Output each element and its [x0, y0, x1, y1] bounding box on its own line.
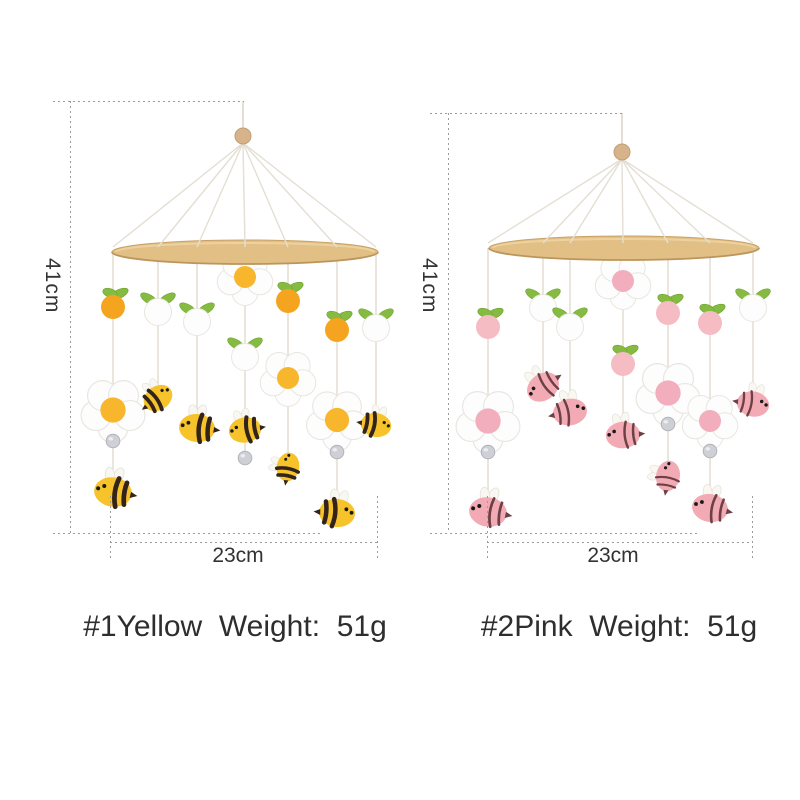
height-dimension-top-line-right: [430, 113, 623, 114]
width-dimension-line-left: [110, 542, 377, 543]
felt-flower: [635, 363, 701, 427]
mobile-pink: [455, 113, 771, 529]
height-label-left: 41cm: [41, 258, 64, 314]
felt-bee: [179, 404, 221, 445]
felt-bee: [605, 411, 646, 449]
felt-bell: [660, 416, 676, 432]
felt-fruit: [101, 287, 129, 319]
felt-bee: [356, 404, 392, 438]
felt-bee: [228, 407, 266, 444]
height-dimension-bottom-line-right: [430, 533, 697, 534]
wooden-bead: [613, 143, 631, 161]
felt-fruit: [698, 303, 726, 335]
felt-flower: [259, 351, 317, 407]
wooden-bead: [234, 127, 252, 145]
felt-bee: [469, 486, 513, 529]
height-dimension-top-line-left: [53, 101, 244, 102]
felt-bell: [105, 433, 121, 449]
caption-variant-yellow: #1Yellow Weight: 51g: [83, 610, 387, 643]
height-dimension-bottom-line-left: [53, 533, 320, 534]
felt-bee: [94, 466, 138, 510]
felt-bee: [313, 488, 355, 529]
width-label-right: 23cm: [587, 544, 639, 567]
width-label-left: 23cm: [212, 544, 264, 567]
felt-fruit: [325, 310, 353, 342]
width-dimension-tick-left-start: [110, 496, 111, 558]
width-dimension-tick-left-end: [377, 496, 378, 558]
felt-ball: [179, 302, 215, 336]
felt-ball: [358, 308, 394, 342]
felt-flower: [455, 391, 521, 455]
felt-bell: [702, 443, 718, 459]
felt-bee: [647, 460, 681, 496]
felt-ball: [227, 337, 263, 371]
felt-flower: [305, 391, 369, 452]
felt-fruit: [476, 307, 504, 339]
felt-bee: [732, 381, 770, 417]
felt-flower: [594, 254, 652, 310]
height-label-right: 41cm: [418, 258, 441, 314]
mobile-yellow: [80, 101, 394, 529]
width-dimension-tick-right-end: [752, 496, 753, 558]
caption-variant-pink: #2Pink Weight: 51g: [480, 610, 758, 643]
felt-bell: [329, 444, 345, 460]
height-dimension-line-right: [448, 113, 449, 533]
width-dimension-tick-right-start: [487, 496, 488, 558]
felt-bell: [237, 450, 253, 466]
felt-flower: [80, 380, 146, 444]
felt-fruit: [276, 281, 304, 313]
felt-bee: [548, 389, 587, 427]
felt-bee: [141, 378, 173, 414]
felt-bee: [692, 483, 734, 524]
felt-flower: [681, 394, 739, 450]
felt-ball: [140, 292, 176, 326]
felt-ball: [552, 307, 588, 341]
felt-bell: [480, 444, 496, 460]
width-dimension-line-right: [487, 542, 752, 543]
felt-fruit: [656, 293, 684, 325]
felt-bee: [268, 452, 300, 486]
felt-bee: [524, 365, 562, 402]
felt-fruit: [611, 344, 639, 376]
height-dimension-line-left: [70, 101, 71, 533]
felt-ball: [735, 288, 771, 322]
